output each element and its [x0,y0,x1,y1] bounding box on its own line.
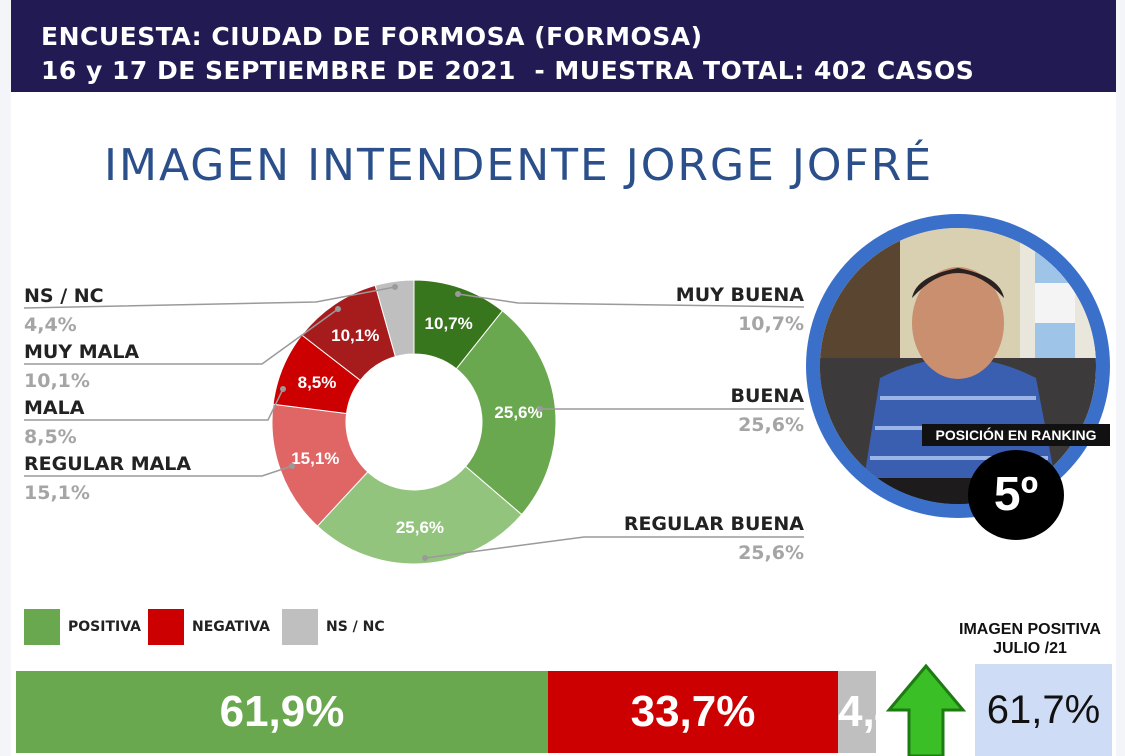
pct-ns-nc: 4,4% [24,314,77,336]
pct-muy-buena: 10,7% [738,313,804,335]
mayor-photo [820,228,1096,504]
leader-line-mala [24,388,284,421]
donut-slice-ns-nc [374,279,415,358]
donut-slices [271,279,557,565]
leader-line-regular-buena [424,536,804,559]
label-muy-buena: MUY BUENA [675,284,804,306]
label-buena: BUENA [730,385,805,407]
page-title: IMAGEN INTENDENTE JORGE JOFRÉ [104,140,934,191]
label-muy-mala: MUY MALA [24,341,140,363]
previous-image-title: IMAGEN POSITIVA JULIO /21 [940,620,1120,658]
donut-labels: 10,7% 25,6% 25,6% 15,1% 8,5% 10,1% [291,314,542,537]
donut-label-buena: 25,6% [494,403,542,422]
label-regular-buena: REGULAR BUENA [623,513,804,535]
donut-slice-buena [455,310,557,516]
legend-swatch-negativa [148,609,184,645]
bar-label-positiva: 61,9% [219,687,345,736]
leader-lines [23,286,805,559]
arrow-up-icon [885,663,967,756]
pct-muy-mala: 10,1% [24,370,90,392]
header-banner: ENCUESTA: CIUDAD DE FORMOSA (FORMOSA) 16… [11,0,1116,92]
leader-dots [280,284,543,561]
pct-regular-buena: 25,6% [738,542,804,564]
pct-regular-mala: 15,1% [24,482,90,504]
donut-label-muy-buena: 10,7% [425,314,473,333]
label-mala: MALA [24,397,85,419]
header-survey-line: ENCUESTA: CIUDAD DE FORMOSA (FORMOSA) [41,22,703,51]
previous-title-line2: JULIO /21 [993,640,1067,657]
bar-segment-negativa [548,671,838,753]
ranking-label: POSICIÓN EN RANKING [922,424,1110,446]
legend-swatch-ns-nc [282,609,318,645]
leader-line-muy-mala [24,308,339,365]
leader-line-ns-nc [23,286,396,309]
bar-label-negativa: 33,7% [630,687,756,736]
leader-line-muy-buena [457,293,805,308]
legend-label-positiva: POSITIVA [68,619,141,635]
ranking-badge: 5º [968,450,1064,540]
pct-mala: 8,5% [24,426,77,448]
header-date-line: 16 y 17 DE SEPTIEMBRE DE 2021 - MUESTRA … [41,56,975,85]
previous-image-value: 61,7% [975,664,1112,756]
legend-label-negativa: NEGATIVA [192,619,270,635]
bar-label-ns-nc: 4,4% [838,687,876,736]
donut-label-regular-mala: 15,1% [291,449,339,468]
label-regular-mala: REGULAR MALA [24,453,192,475]
label-ns-nc: NS / NC [24,285,104,307]
donut-label-muy-mala: 10,1% [331,326,379,345]
bar-segment-positiva [16,671,548,753]
previous-title-line1: IMAGEN POSITIVA [959,621,1101,638]
legend-label-ns-nc: NS / NC [326,619,385,635]
bar-segment-ns-nc [838,671,876,753]
donut-label-regular-buena: 25,6% [396,518,444,537]
donut-label-mala: 8,5% [298,373,337,392]
leader-line-regular-mala [24,465,293,477]
legend-swatch-positiva [24,609,60,645]
pct-buena: 25,6% [738,414,804,436]
